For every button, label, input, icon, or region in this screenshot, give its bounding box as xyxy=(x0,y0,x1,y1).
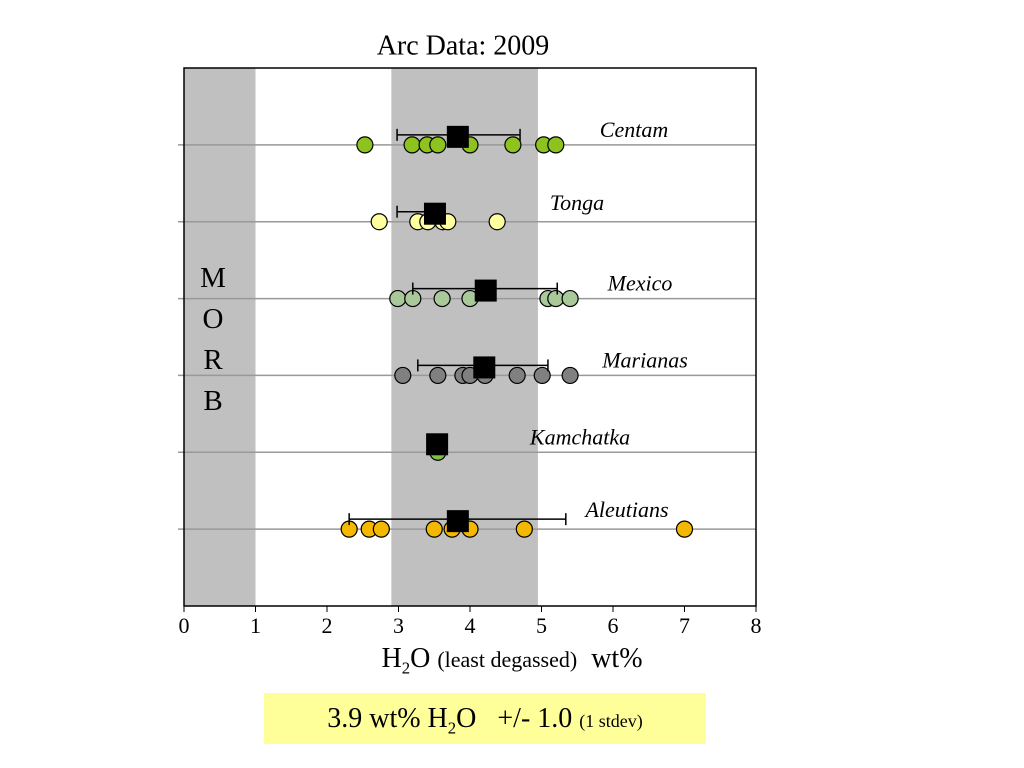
mean-marker xyxy=(426,433,449,456)
note-main: 3.9 wt% H xyxy=(327,703,448,734)
note-sub: 2 xyxy=(447,718,457,738)
mean-marker xyxy=(423,202,446,225)
shaded-band xyxy=(184,68,256,606)
data-point xyxy=(429,136,447,154)
x-tick-label: 0 xyxy=(179,613,190,638)
x-tick-label: 5 xyxy=(536,613,547,638)
x-axis-label: H2O (least degassed) wt% xyxy=(0,643,1024,679)
data-point xyxy=(675,520,694,538)
series-label: Kamchatka xyxy=(529,424,630,449)
note-after: O +/- 1.0 xyxy=(456,703,573,734)
series-label: Marianas xyxy=(601,347,688,372)
data-point xyxy=(504,136,522,154)
data-point xyxy=(488,213,506,231)
x-tick-label: 6 xyxy=(608,613,619,638)
x-label-after: O xyxy=(410,643,431,674)
data-point xyxy=(515,520,533,538)
series-label: Tonga xyxy=(550,190,604,215)
mean-marker xyxy=(446,125,469,148)
data-point xyxy=(533,366,551,385)
data-point xyxy=(394,366,412,385)
data-point xyxy=(425,520,443,538)
x-label-sub: 2 xyxy=(401,658,411,678)
x-label-unit: wt% xyxy=(591,643,643,674)
series-label: Centam xyxy=(600,117,668,142)
summary-note: 3.9 wt% H2O +/- 1.0 (1 stdev) xyxy=(264,693,706,744)
data-point xyxy=(370,213,388,231)
data-point xyxy=(389,289,407,308)
data-point xyxy=(433,289,451,308)
data-point xyxy=(356,136,374,154)
data-point xyxy=(429,366,447,385)
mean-marker xyxy=(446,510,469,533)
x-tick-label: 1 xyxy=(250,613,261,638)
x-tick-label: 3 xyxy=(393,613,404,638)
data-point xyxy=(547,136,565,154)
x-tick-label: 7 xyxy=(679,613,690,638)
data-point xyxy=(547,289,565,308)
x-tick-label: 2 xyxy=(322,613,333,638)
data-point xyxy=(561,366,579,385)
x-label-main: H xyxy=(381,643,402,674)
chart-title: Arc Data: 2009 xyxy=(377,30,550,61)
mean-marker xyxy=(473,356,496,379)
note-small: (1 stdev) xyxy=(579,711,643,731)
x-tick-label: 8 xyxy=(751,613,762,638)
x-label-paren: (least degassed) xyxy=(437,647,578,672)
band-label: MORB xyxy=(200,262,226,417)
mean-marker xyxy=(474,279,497,302)
data-point xyxy=(508,366,526,385)
data-point xyxy=(372,520,390,538)
plot-frame xyxy=(183,67,757,607)
series-label: Mexico xyxy=(607,271,673,296)
data-point xyxy=(561,289,579,308)
series-label: Aleutians xyxy=(583,497,668,522)
x-tick-label: 4 xyxy=(465,613,476,638)
data-point xyxy=(403,136,421,154)
